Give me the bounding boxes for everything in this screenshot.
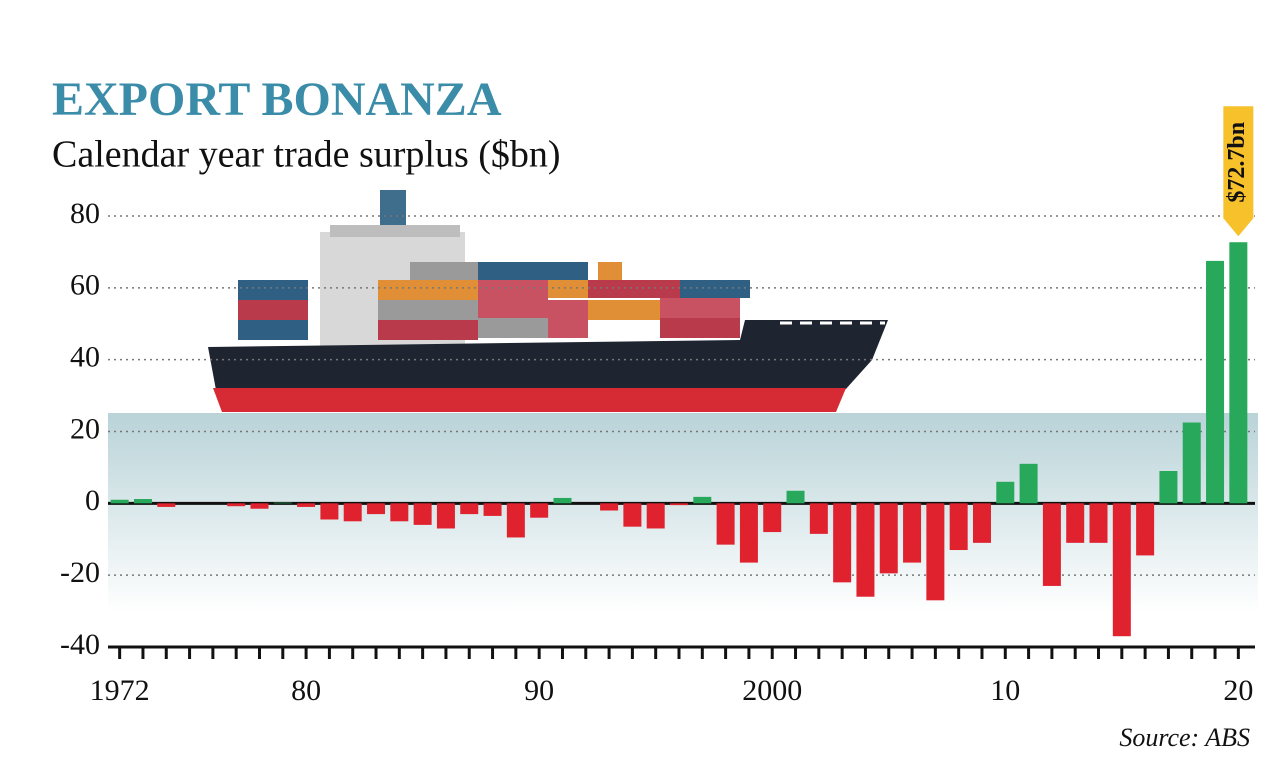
y-tick-label: -40 (60, 628, 100, 661)
bar (856, 503, 875, 597)
y-tick-label: 80 (70, 197, 100, 230)
bar (739, 503, 758, 563)
y-tick-label: 40 (70, 341, 100, 374)
bar (1136, 503, 1155, 556)
bar (460, 503, 479, 515)
bar (623, 503, 642, 527)
bar (1229, 242, 1248, 504)
bar (157, 503, 176, 507)
chart-title: EXPORT BONANZA (52, 73, 502, 126)
bar (1112, 503, 1131, 637)
bar (926, 503, 945, 601)
bar (972, 503, 991, 543)
bar (343, 503, 362, 522)
bar (483, 503, 502, 516)
bar (530, 503, 549, 518)
x-tick-label: 20 (1223, 674, 1253, 707)
bar (553, 497, 572, 504)
bar (996, 481, 1015, 504)
bar (1019, 463, 1038, 504)
bar (506, 503, 525, 538)
bar (903, 503, 922, 563)
value-label: $72.7bn (1224, 122, 1250, 203)
bar (833, 503, 852, 583)
chart-subtitle: Calendar year trade surplus ($bn) (52, 134, 561, 176)
bar (786, 490, 805, 504)
bar (367, 503, 386, 515)
bar (1206, 260, 1225, 504)
y-tick-label: 20 (70, 412, 100, 445)
source: Source: ABS (1119, 723, 1250, 752)
bar (949, 503, 968, 551)
bar (1042, 503, 1061, 586)
bar (646, 503, 665, 529)
bar (436, 503, 455, 529)
bar (879, 503, 898, 574)
bar (273, 502, 292, 504)
y-tick-label: 60 (70, 269, 100, 302)
x-tick-label: 90 (524, 674, 554, 707)
bar (413, 503, 432, 525)
value-label-tag (1223, 106, 1254, 237)
bar (297, 503, 316, 507)
bar (670, 503, 688, 506)
bar (1182, 422, 1201, 504)
bar (600, 503, 619, 511)
bar (1089, 503, 1108, 543)
y-tick-label: 0 (85, 484, 100, 517)
ship-illustration (108, 190, 1258, 613)
bar (133, 499, 152, 504)
y-tick-label: -20 (60, 556, 100, 589)
bar (227, 503, 246, 507)
bar (693, 496, 712, 504)
bar (809, 503, 828, 534)
bar (716, 503, 735, 545)
bar (1159, 471, 1178, 504)
x-tick-label: 10 (990, 674, 1020, 707)
x-tick-label: 2000 (742, 674, 802, 707)
bar (320, 503, 339, 520)
bar (110, 499, 129, 504)
bar (250, 503, 269, 509)
x-tick-label: 80 (291, 674, 321, 707)
bar (390, 503, 409, 522)
bar (763, 503, 782, 533)
x-tick-label: 1972 (90, 674, 150, 707)
bar (1066, 503, 1085, 543)
